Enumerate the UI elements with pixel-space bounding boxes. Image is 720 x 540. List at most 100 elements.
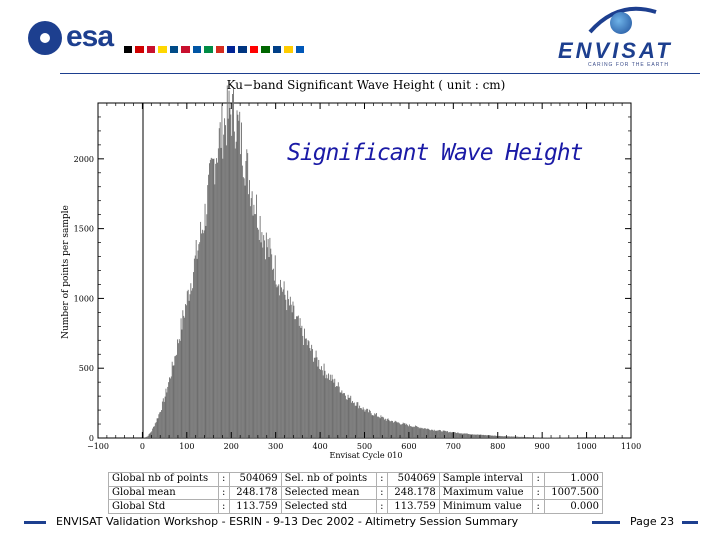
histogram-bar bbox=[392, 422, 394, 438]
histogram-bar bbox=[215, 163, 217, 438]
histogram-bar bbox=[206, 214, 208, 438]
histogram-bar bbox=[170, 376, 172, 438]
histogram-bar bbox=[226, 85, 228, 439]
histogram-bar bbox=[355, 405, 357, 438]
histogram-bar bbox=[513, 436, 515, 438]
histogram-bar bbox=[145, 437, 146, 438]
histogram-bar bbox=[304, 338, 306, 438]
histogram-bar bbox=[415, 425, 417, 438]
histogram-bar bbox=[281, 291, 283, 438]
histogram-bar bbox=[196, 258, 198, 438]
histogram-bar bbox=[535, 437, 536, 438]
flag-2 bbox=[146, 46, 156, 53]
histogram-bar bbox=[334, 378, 336, 438]
histogram-bar bbox=[480, 434, 482, 438]
histogram-bar bbox=[514, 436, 516, 438]
histogram-bar bbox=[472, 434, 474, 438]
histogram-bar bbox=[310, 350, 312, 438]
histogram-bar bbox=[146, 436, 148, 438]
histogram-bar bbox=[148, 434, 150, 438]
histogram-bar bbox=[145, 436, 147, 438]
histogram-bar bbox=[409, 425, 411, 438]
histogram-bar bbox=[448, 432, 449, 438]
histogram-bar bbox=[419, 427, 421, 438]
histogram-bar bbox=[153, 426, 154, 438]
histogram-bar bbox=[368, 409, 370, 438]
histogram-bar bbox=[365, 409, 367, 438]
histogram-bar bbox=[392, 420, 393, 438]
histogram-bar bbox=[253, 204, 255, 438]
histogram-bar bbox=[339, 392, 341, 438]
histogram-bar bbox=[381, 417, 383, 438]
x-tick-label: 200 bbox=[224, 442, 239, 451]
histogram-bar bbox=[394, 420, 396, 438]
histogram-bar bbox=[498, 435, 500, 438]
histogram-bar bbox=[519, 436, 520, 438]
x-tick-label: 0 bbox=[140, 442, 145, 451]
overlay-title: Significant Wave Height bbox=[287, 140, 583, 166]
histogram-bar bbox=[370, 413, 372, 438]
histogram-bar bbox=[340, 392, 342, 438]
histogram-bar bbox=[201, 229, 203, 438]
histogram-bar bbox=[356, 402, 358, 438]
histogram-bar bbox=[242, 177, 244, 438]
histogram-bar bbox=[479, 434, 481, 438]
histogram-bar bbox=[465, 433, 467, 438]
histogram-bar bbox=[463, 433, 465, 438]
histogram-bar bbox=[302, 335, 304, 438]
histogram-bar bbox=[333, 382, 335, 438]
histogram-bar bbox=[342, 393, 344, 438]
stats-row: Global Std:113.759 Selected std:113.759 Mi… bbox=[108, 499, 604, 514]
histogram-bar bbox=[474, 434, 476, 438]
histogram-bar bbox=[517, 436, 519, 438]
histogram-bar bbox=[413, 426, 415, 438]
histogram-bar bbox=[363, 409, 365, 438]
x-tick-label: 400 bbox=[312, 442, 327, 451]
histogram-bar bbox=[520, 436, 522, 438]
histogram-bar bbox=[277, 285, 279, 438]
histogram-bar bbox=[531, 437, 533, 438]
x-tick-label: 900 bbox=[535, 442, 550, 451]
stats-row: Global nb of points:504069 Sel. nb of poi… bbox=[108, 472, 604, 487]
histogram-bar bbox=[382, 416, 384, 438]
histogram-bar bbox=[193, 272, 194, 438]
histogram-bar bbox=[533, 437, 535, 438]
histogram-bar bbox=[262, 247, 264, 438]
histogram-bar bbox=[312, 349, 313, 438]
histogram-bar bbox=[515, 436, 517, 438]
histogram-bar bbox=[329, 374, 331, 438]
histogram-bar bbox=[347, 394, 349, 438]
histogram-bar bbox=[407, 425, 409, 438]
histogram-bar bbox=[201, 233, 202, 438]
histogram-bar bbox=[156, 418, 158, 438]
histogram-bar bbox=[376, 413, 377, 438]
histogram-bar bbox=[354, 405, 356, 438]
histogram-bar bbox=[271, 254, 273, 438]
histogram-bar bbox=[241, 122, 242, 439]
histogram-bar bbox=[191, 290, 193, 438]
histogram-bar bbox=[526, 437, 528, 438]
histogram-bar bbox=[351, 402, 353, 438]
histogram-bar bbox=[387, 418, 389, 438]
histogram-bar bbox=[237, 114, 239, 439]
histogram-bar bbox=[473, 434, 475, 438]
histogram-bar bbox=[193, 258, 195, 438]
histogram-bar bbox=[174, 356, 176, 438]
histogram-bar bbox=[246, 149, 248, 439]
histogram-bar bbox=[443, 430, 445, 438]
histogram-bar bbox=[504, 436, 506, 438]
histogram-bar bbox=[281, 287, 282, 438]
histogram-bar bbox=[283, 281, 285, 438]
histogram-bar bbox=[456, 432, 458, 438]
histogram-bar bbox=[282, 289, 284, 438]
stats-cell: 504069 bbox=[387, 472, 440, 487]
histogram-bar bbox=[379, 418, 381, 438]
page-number: Page 23 bbox=[630, 515, 675, 528]
histogram-bar bbox=[434, 430, 436, 438]
histogram-bar bbox=[522, 436, 524, 438]
histogram-bar bbox=[303, 345, 305, 438]
histogram-bar bbox=[545, 437, 547, 438]
histogram-bar bbox=[209, 159, 211, 438]
histogram-bar bbox=[373, 415, 375, 438]
x-axis-label: Envisat Cycle 010 bbox=[330, 451, 403, 460]
